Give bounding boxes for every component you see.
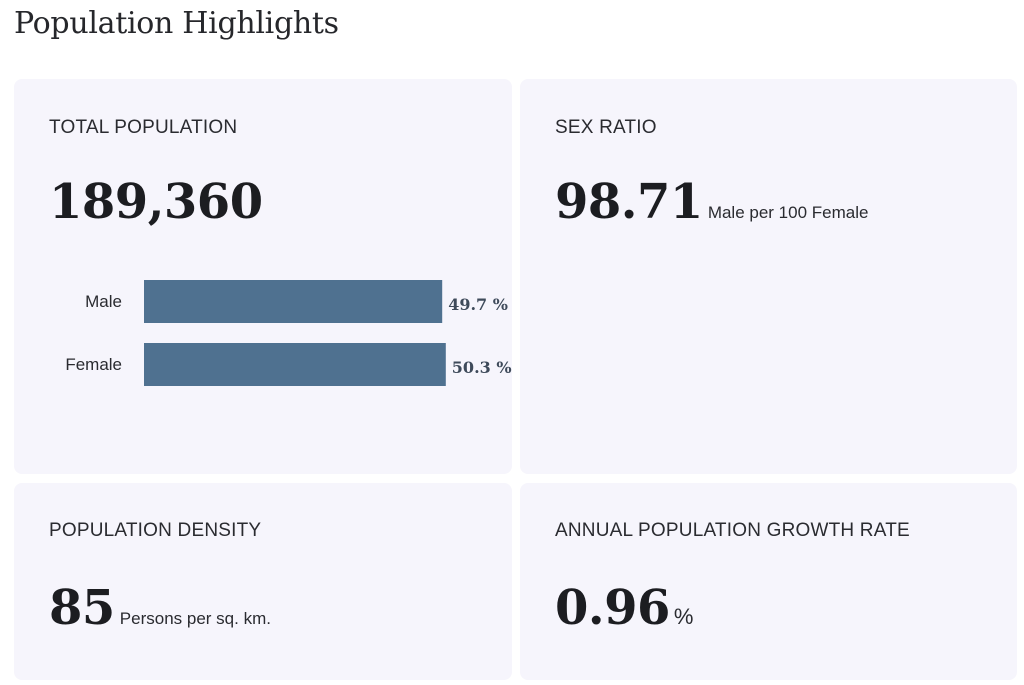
bar-value-label-female: 50.3 % (452, 358, 512, 377)
total-population-value: 189,360 (49, 174, 263, 230)
bar-label-male: Male (85, 292, 122, 311)
growth-rate-card: ANNUAL POPULATION GROWTH RATE 0.96 % (520, 483, 1017, 680)
population-density-value: 85 (49, 580, 115, 636)
sex-ratio-value-row: 98.71 Male per 100 Female (555, 174, 868, 230)
total-population-card: TOTAL POPULATION 189,360 Male 49.7 % Femal… (14, 79, 512, 474)
total-population-label: TOTAL POPULATION (49, 117, 238, 138)
sex-ratio-label: SEX RATIO (555, 117, 657, 138)
growth-rate-label: ANNUAL POPULATION GROWTH RATE (555, 520, 910, 541)
bar-label-female: Female (65, 355, 122, 374)
sex-ratio-value: 98.71 (555, 174, 703, 230)
population-density-card: POPULATION DENSITY 85 Persons per sq. km… (14, 483, 512, 680)
sex-ratio-unit: Male per 100 Female (707, 203, 869, 222)
bar-value-label-male: 49.7 % (448, 295, 508, 314)
growth-rate-value-row: 0.96 % (555, 580, 693, 636)
population-density-unit: Persons per sq. km. (119, 609, 271, 628)
sex-distribution-bar-chart: Male 49.7 % Female 50.3 % (65, 280, 512, 386)
sex-ratio-card: SEX RATIO 98.71 Male per 100 Female (520, 79, 1017, 474)
population-density-label: POPULATION DENSITY (49, 520, 262, 541)
growth-rate-unit: % (673, 604, 694, 629)
bar-female (144, 343, 446, 386)
page-title: Population Highlights (14, 6, 339, 41)
total-population-value-row: 189,360 (49, 174, 263, 230)
population-density-value-row: 85 Persons per sq. km. (49, 580, 271, 636)
bar-male (144, 280, 443, 323)
growth-rate-value: 0.96 (555, 580, 670, 636)
